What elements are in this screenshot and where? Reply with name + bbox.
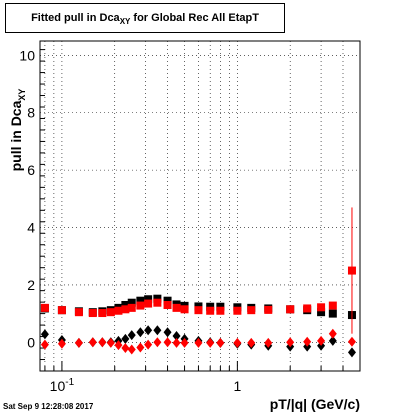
data-point-diamond [317,335,326,346]
data-point-square [153,294,162,303]
data-point-square [233,306,242,315]
data-point-diamond [172,330,181,341]
data-point-diamond [328,328,337,339]
data-point-square [153,298,162,307]
data-point-diamond [74,337,83,348]
data-point-diamond [347,347,356,358]
y-tick-label: 10 [19,47,35,63]
data-point-square [106,308,115,317]
data-point-diamond [127,330,136,341]
data-series [40,207,356,358]
data-point-diamond [144,339,153,350]
y-tick-label: 6 [27,162,35,178]
data-point-square [74,308,83,317]
data-point-square [206,306,215,315]
data-point-diamond [144,325,153,336]
data-point-diamond [247,337,256,348]
data-point-diamond [206,337,215,348]
data-point-diamond [153,325,162,336]
data-point-square [328,309,337,318]
y-axis-label-sub: XY [16,88,27,101]
data-point-diamond [233,337,242,348]
data-point-square [98,309,107,318]
data-point-square [121,305,130,314]
x-axis-label: pT/|q| (GeV/c) [269,396,360,412]
data-point-diamond [153,337,162,348]
data-point-square [347,266,356,275]
data-point-square [127,298,136,307]
data-point-diamond [286,337,295,348]
chart-title-sub: XY [119,17,131,27]
axis-ticks [40,49,361,372]
data-point-diamond [121,343,130,354]
y-tick-label: 4 [27,220,35,236]
data-point-diamond [163,327,172,338]
data-point-square [286,305,295,314]
data-point-diamond [328,335,337,346]
chart-title-suffix: for Global Rec All EtapT [130,12,259,24]
data-point-diamond [40,329,49,340]
data-point-square [317,303,326,312]
data-point-square [121,301,130,309]
data-point-square [216,306,225,315]
data-point-diamond [121,333,130,344]
data-point-square [88,309,97,318]
data-point-diamond [114,340,123,351]
data-point-square [317,308,326,317]
data-point-square [40,303,49,312]
data-point-square [247,306,256,315]
series-1-width-red [40,207,356,334]
x-tick-label: 10-1 [50,377,75,394]
data-point-diamond [127,344,136,355]
data-point-square [136,301,145,310]
y-tick-label: 0 [27,334,35,350]
data-point-square [57,306,66,315]
data-point-diamond [347,336,356,347]
datestamp: Sat Sep 9 12:28:08 2017 [3,402,94,411]
data-point-square [172,303,181,312]
data-point-diamond [88,337,97,348]
data-point-diamond [163,337,172,348]
data-point-square [127,303,136,312]
data-point-square [303,304,312,313]
y-tick-label: 2 [27,277,35,293]
chart-title: Fitted pull in DcaXY for Global Rec All … [5,3,285,33]
data-point-diamond [136,327,145,338]
data-point-diamond [180,337,189,348]
x-tick-label: 1 [233,378,241,394]
data-point-diamond [216,337,225,348]
tick-labels: 0 2 4 6 8 10 10-1 1 [19,47,241,394]
series-3-mean-red [40,328,356,355]
data-point-diamond [40,339,49,350]
data-point-square [328,301,337,310]
data-point-square [144,295,153,304]
data-point-square [163,301,172,309]
data-point-diamond [57,338,66,349]
data-point-square [144,299,153,308]
data-point-diamond [172,337,181,348]
data-point-diamond [98,337,107,348]
data-point-diamond [136,342,145,353]
data-point-square [264,305,273,314]
data-point-square [114,306,123,315]
data-point-square [180,305,189,314]
data-point-square [194,306,203,315]
data-point-diamond [106,337,115,348]
y-axis-label: pull in DcaXY [8,89,27,172]
data-point-square [206,302,215,311]
y-tick-label: 8 [27,105,35,121]
data-point-square [216,302,225,311]
plot-frame [39,40,361,372]
data-point-diamond [264,337,273,348]
chart-title-prefix: Fitted pull in Dca [31,12,120,24]
data-point-square [136,296,145,305]
data-point-diamond [194,337,203,348]
y-axis-label-main: pull in Dca [8,100,24,172]
data-point-square [163,296,172,305]
data-point-diamond [303,336,312,347]
